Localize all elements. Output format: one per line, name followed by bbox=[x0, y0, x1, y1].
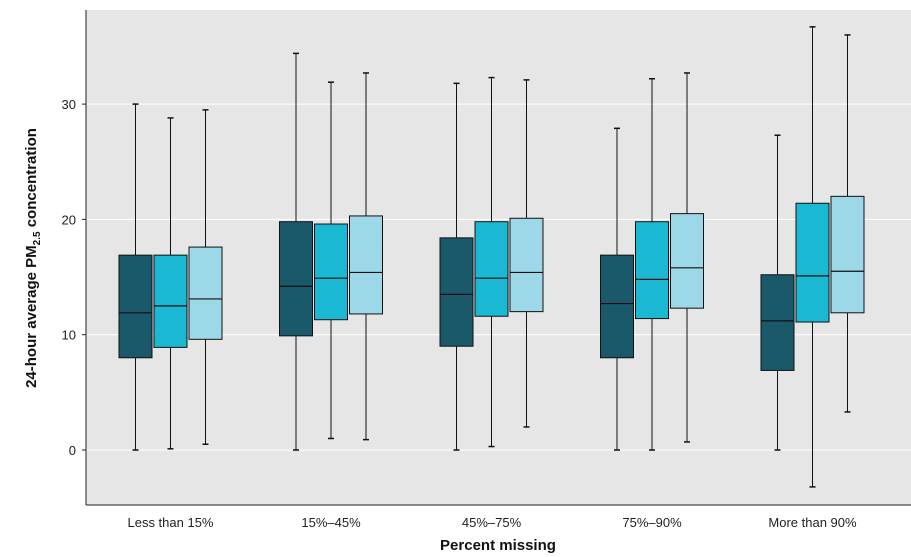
box-iqr bbox=[795, 202, 830, 323]
box-group bbox=[600, 72, 704, 451]
box-iqr bbox=[153, 254, 188, 348]
gridlines bbox=[86, 103, 911, 451]
x-tick-label: Less than 15% bbox=[127, 515, 213, 530]
y-tick-label: 0 bbox=[69, 443, 76, 458]
y-tick-labels: 0 10 20 30 bbox=[62, 97, 86, 458]
x-tick-label: More than 90% bbox=[768, 515, 857, 530]
box-iqr bbox=[509, 217, 544, 313]
box-iqr bbox=[670, 213, 704, 309]
box-group bbox=[279, 52, 383, 451]
box-iqr bbox=[474, 221, 509, 317]
box-iqr bbox=[635, 221, 669, 320]
box-iqr bbox=[349, 215, 383, 315]
y-axis-title: 24-hour average PM2.5 concentration bbox=[23, 128, 43, 388]
box-iqr bbox=[314, 223, 348, 321]
x-tick-label: 15%–45% bbox=[301, 515, 361, 530]
box-group bbox=[760, 26, 865, 488]
x-tick-label: 45%–75% bbox=[462, 515, 522, 530]
box-iqr bbox=[188, 246, 223, 340]
x-axis-title: Percent missing bbox=[440, 537, 556, 554]
x-tick-labels: Less than 15% 15%–45% 45%–75% 75%–90% More t… bbox=[127, 515, 857, 530]
y-axis-title-subscript: 2.5 bbox=[32, 231, 43, 245]
box-iqr bbox=[439, 237, 474, 347]
box-iqr bbox=[279, 221, 313, 337]
box-iqr bbox=[600, 254, 634, 359]
box-iqr bbox=[830, 195, 865, 314]
x-tick-label: 75%–90% bbox=[622, 515, 682, 530]
box-series-group bbox=[118, 26, 865, 488]
box-group bbox=[118, 103, 223, 451]
box-group bbox=[439, 76, 544, 451]
y-tick-label: 10 bbox=[62, 328, 76, 343]
y-axis-title-tail: concentration bbox=[23, 128, 40, 231]
box-iqr bbox=[118, 254, 153, 359]
y-tick-label: 30 bbox=[62, 97, 76, 112]
y-tick-label: 20 bbox=[62, 212, 76, 227]
y-axis-title-main: 24-hour average PM bbox=[23, 245, 40, 388]
box-iqr bbox=[760, 274, 795, 371]
